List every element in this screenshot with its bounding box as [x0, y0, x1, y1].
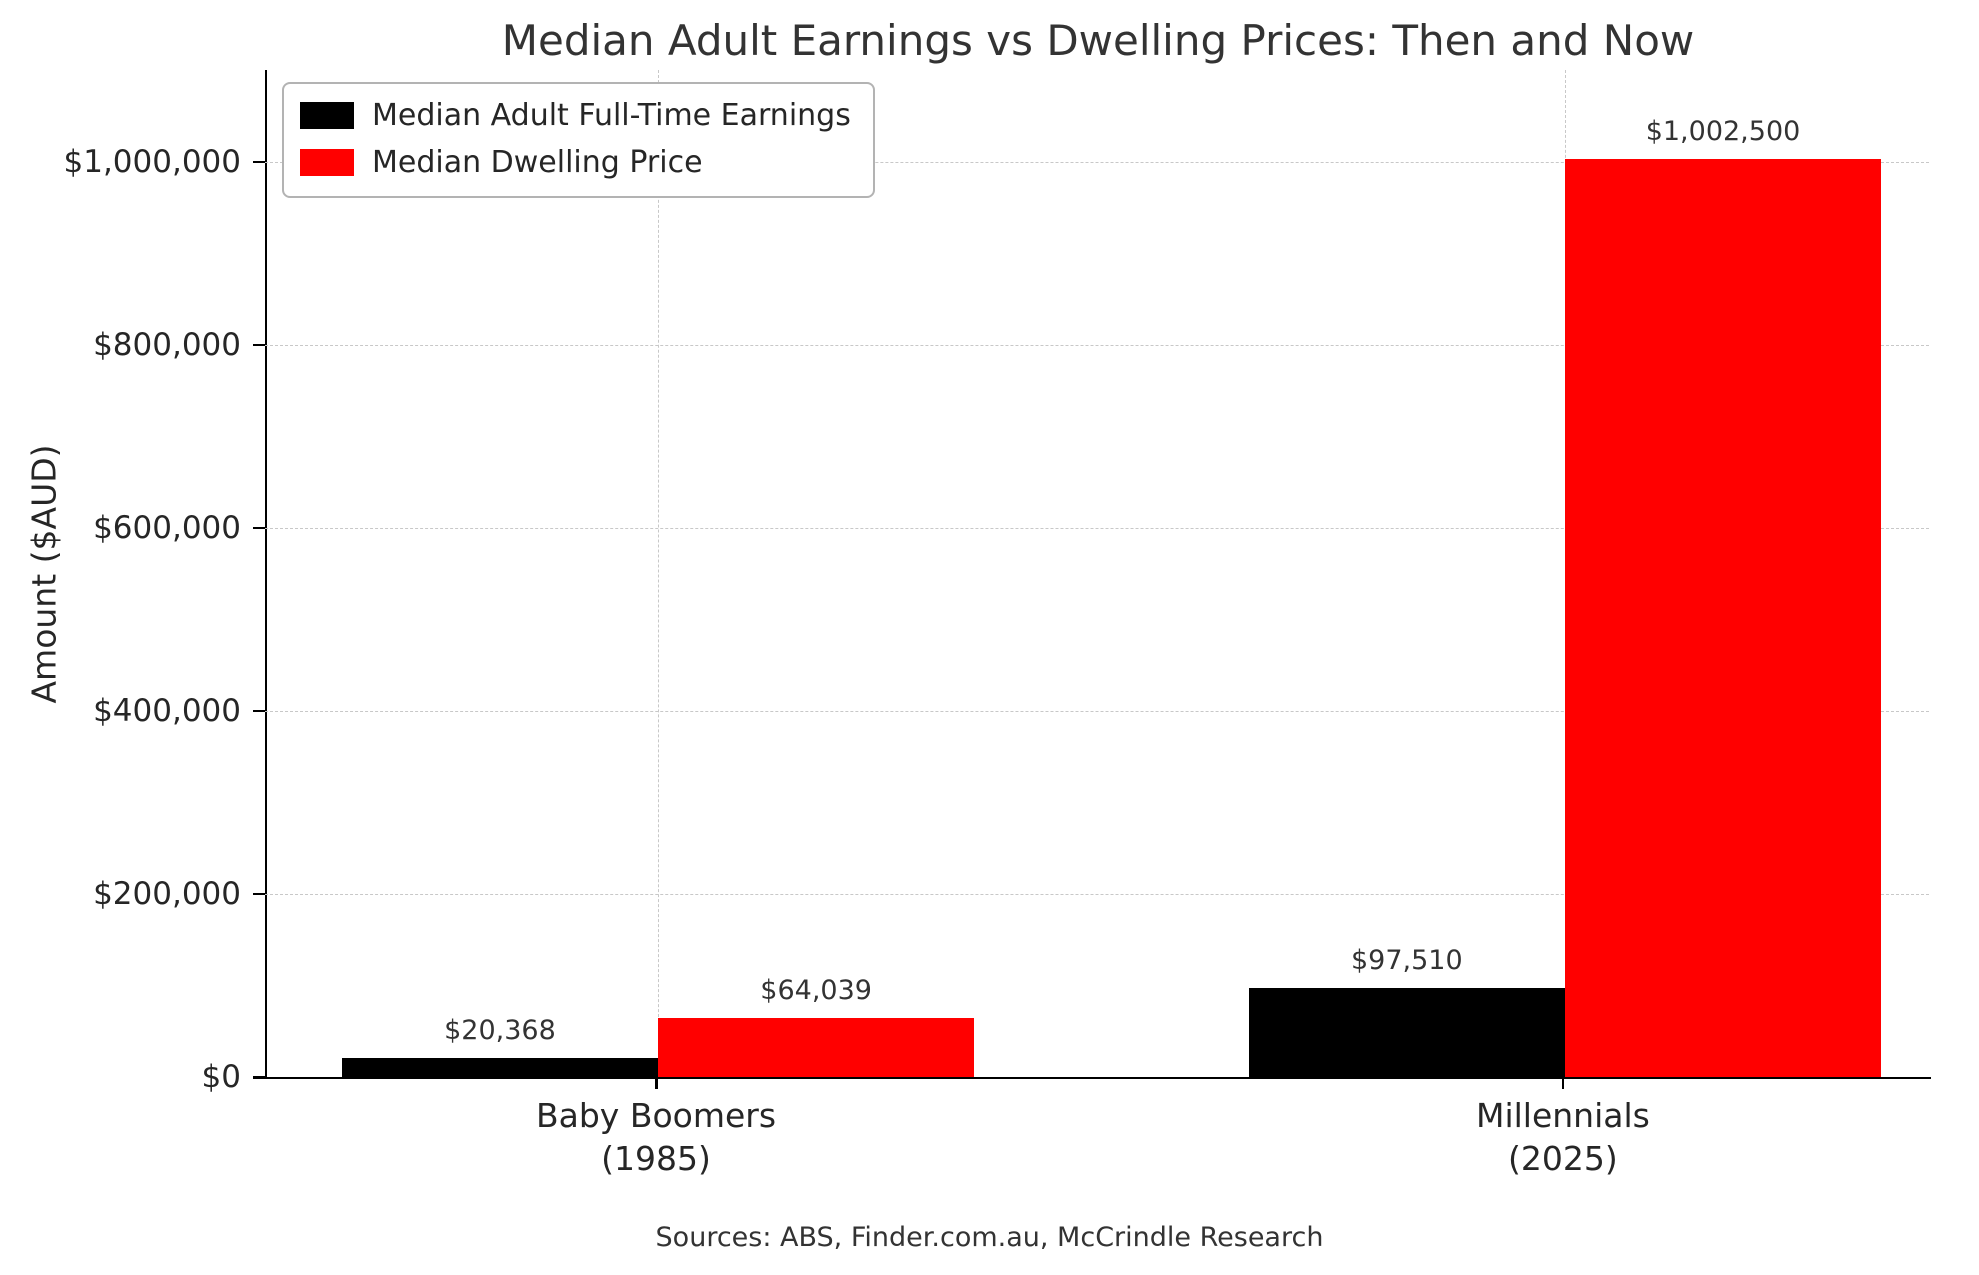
y-axis-label: Amount ($AUD) — [24, 444, 64, 704]
x-gridline — [658, 70, 660, 1077]
x-tick-label: Millennials (2025) — [1313, 1095, 1813, 1181]
bar-value-label: $64,039 — [760, 975, 872, 1007]
y-tick-label: $0 — [201, 1059, 241, 1095]
legend-item-dwelling: Median Dwelling Price — [300, 145, 851, 180]
y-gridline — [265, 710, 1929, 712]
y-tick-label: $800,000 — [93, 326, 241, 363]
bar-value-label: $20,368 — [444, 1015, 556, 1047]
y-tick-label: $200,000 — [93, 875, 241, 912]
y-tick-mark — [253, 709, 265, 713]
chart-title: Median Adult Earnings vs Dwelling Prices… — [501, 16, 1695, 65]
y-gridline — [265, 893, 1929, 895]
x-tick-label: Baby Boomers (1985) — [406, 1095, 906, 1181]
y-gridline — [265, 527, 1929, 529]
plot-area: $20,368 $64,039 $97,510 $1,002,500 — [265, 70, 1931, 1079]
x-tick-label-line: Millennials — [1475, 1096, 1650, 1135]
x-tick-label-line: (1985) — [601, 1138, 711, 1178]
y-tick-mark — [253, 892, 265, 896]
legend-swatch-dwelling-icon — [300, 149, 354, 176]
y-tick-mark — [253, 526, 265, 530]
y-gridline — [265, 161, 1929, 163]
legend-label-dwelling: Median Dwelling Price — [372, 145, 703, 180]
bar-dwelling — [658, 1018, 975, 1077]
legend-item-earnings: Median Adult Full-Time Earnings — [300, 98, 851, 133]
x-tick-mark — [655, 1077, 658, 1089]
bar-earnings — [341, 1058, 659, 1077]
y-gridline — [265, 344, 1929, 346]
bar-value-label: $1,002,500 — [1645, 116, 1801, 148]
y-tick-label: $1,000,000 — [63, 143, 242, 180]
legend-label-earnings: Median Adult Full-Time Earnings — [372, 98, 851, 133]
bar-dwelling — [1564, 159, 1882, 1077]
legend: Median Adult Full-Time Earnings Median D… — [282, 82, 875, 198]
legend-swatch-earnings-icon — [300, 102, 354, 129]
y-tick-mark — [253, 160, 265, 164]
y-tick-mark — [253, 1076, 265, 1079]
y-tick-label: $400,000 — [93, 692, 241, 729]
x-tick-label-line: (2025) — [1508, 1138, 1618, 1178]
y-tick-label: $600,000 — [93, 509, 241, 546]
bar-value-label: $97,510 — [1351, 944, 1463, 976]
x-tick-mark — [1561, 1077, 1565, 1089]
source-note: Sources: ABS, Finder.com.au, McCrindle R… — [655, 1222, 1324, 1253]
y-tick-mark — [253, 343, 265, 347]
bar-earnings — [1248, 987, 1565, 1077]
x-tick-label-line: Baby Boomers — [536, 1096, 777, 1135]
